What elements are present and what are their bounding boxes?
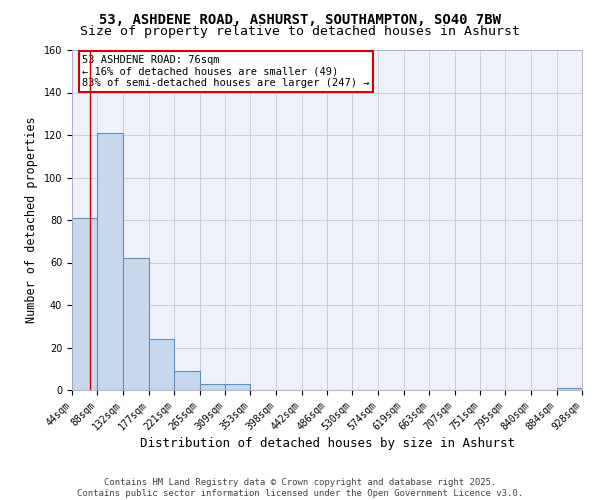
Bar (199, 384, 225, 390)
Bar (72, 218, 97, 390)
Text: Contains HM Land Registry data © Crown copyright and database right 2025.
Contai: Contains HM Land Registry data © Crown c… (77, 478, 523, 498)
Bar (149, 339, 174, 390)
Bar (123, 258, 149, 390)
Bar (225, 384, 250, 390)
Bar (97, 133, 123, 390)
Y-axis label: Number of detached properties: Number of detached properties (25, 116, 38, 324)
Text: 53 ASHDENE ROAD: 76sqm
← 16% of detached houses are smaller (49)
83% of semi-det: 53 ASHDENE ROAD: 76sqm ← 16% of detached… (82, 55, 370, 88)
Bar (557, 388, 582, 390)
Text: 53, ASHDENE ROAD, ASHURST, SOUTHAMPTON, SO40 7BW: 53, ASHDENE ROAD, ASHURST, SOUTHAMPTON, … (99, 12, 501, 26)
Bar (174, 371, 200, 390)
Text: Size of property relative to detached houses in Ashurst: Size of property relative to detached ho… (80, 25, 520, 38)
X-axis label: Distribution of detached houses by size in Ashurst: Distribution of detached houses by size … (139, 438, 515, 450)
